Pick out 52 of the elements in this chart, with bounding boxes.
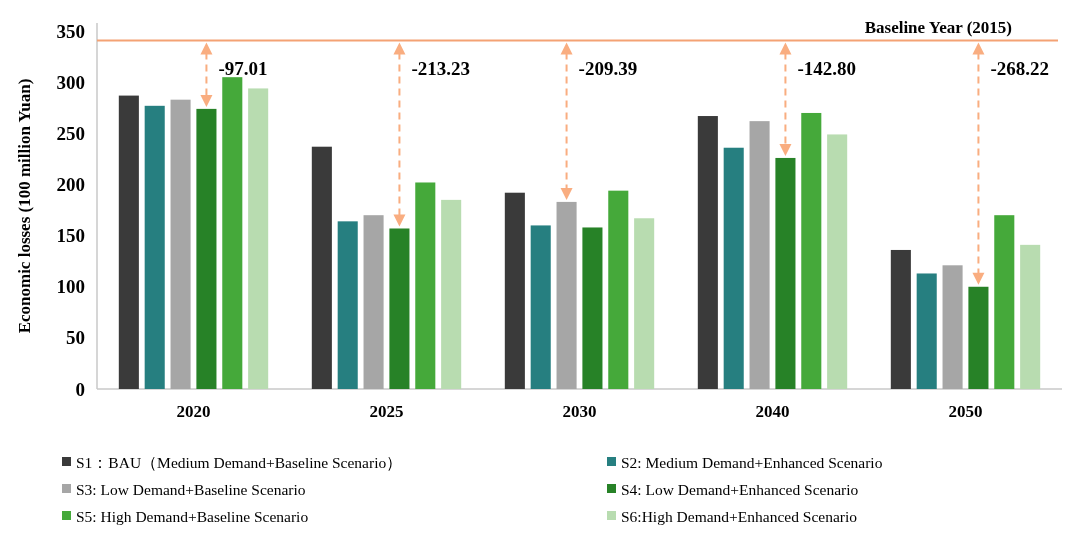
x-tick-label: 2040 [755, 402, 790, 421]
bar [749, 121, 770, 389]
bar [415, 182, 436, 389]
x-tick-label: 2025 [369, 402, 404, 421]
bar [723, 147, 744, 389]
y-tick-label: 250 [56, 122, 85, 144]
y-tick-label: 150 [56, 225, 85, 247]
bar [608, 190, 629, 389]
legend-label: S4: Low Demand+Enhanced Scenario [621, 480, 859, 498]
y-tick-label: 350 [56, 20, 85, 42]
x-tick-label: 2050 [948, 402, 983, 421]
legend-label: S6:High Demand+Enhanced Scenario [621, 507, 858, 525]
bar [634, 218, 655, 389]
bar [311, 146, 332, 389]
bar [530, 225, 551, 389]
y-tick-label: 200 [56, 174, 85, 196]
y-tick-label: 300 [56, 71, 85, 93]
bar [248, 88, 269, 389]
ref-line-label: Baseline Year (2015) [864, 18, 1012, 38]
bar [337, 221, 358, 389]
legend-label: S3: Low Demand+Baseline Scenario [76, 480, 306, 498]
bar [827, 134, 848, 389]
bar [504, 192, 525, 389]
annotation: -142.80 [797, 58, 857, 80]
bar [697, 116, 718, 389]
y-tick-label: 100 [56, 276, 85, 298]
y-axis-title: Economic losses (100 million Yuan) [14, 78, 34, 334]
ref-line: Baseline Year (2015) [96, 18, 1059, 42]
legend-label: S1：BAU（Medium Demand+Baseline Scenario） [76, 453, 403, 471]
bar [890, 249, 911, 389]
annotation: -213.23 [411, 58, 471, 80]
annotation: -209.39 [578, 58, 638, 80]
bar [363, 215, 384, 389]
bar [118, 95, 139, 389]
bar [144, 105, 165, 389]
bar [994, 215, 1015, 389]
y-tick-label: 0 [75, 378, 85, 400]
x-tick-label: 2030 [562, 402, 597, 421]
x-tick-label: 2020 [176, 402, 211, 421]
y-tick-label: 50 [66, 327, 85, 349]
annotation: -97.01 [218, 58, 268, 80]
bar [170, 99, 191, 389]
annotation: -268.22 [990, 58, 1050, 80]
bar [916, 273, 937, 389]
bar [1020, 244, 1041, 389]
bar [942, 265, 963, 389]
legend-label: S2: Medium Demand+Enhanced Scenario [621, 453, 883, 471]
bar [441, 199, 462, 389]
legend-label: S5: High Demand+Baseline Scenario [76, 507, 309, 525]
bar [582, 227, 603, 389]
bar [222, 77, 243, 389]
bar [801, 112, 822, 389]
